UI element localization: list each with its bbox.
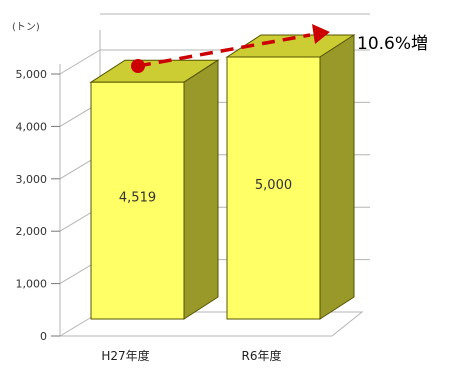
arrow-line [137,33,311,68]
x-category-label: R6年度 [242,348,282,363]
bar-2: 5,000 [225,34,356,320]
y-tick-label: 2,000 [16,225,48,238]
increase-arrow [131,24,330,73]
y-tick-label: 4,000 [16,120,48,133]
bar-value-label: 5,000 [255,178,292,193]
y-axis-unit-label: (トン) [12,22,40,33]
y-tick-label: 0 [40,330,47,343]
y-axis-ticks: 0 1,000 2,000 3,000 4,000 5,000 [16,68,60,343]
bar-front-face [226,56,321,320]
y-tick-label: 3,000 [16,173,48,186]
bar-front-face [90,81,185,320]
arrow-start-dot [131,59,145,73]
bar-side-face [183,59,219,320]
x-axis-categories: H27年度 R6年度 [101,348,281,363]
y-tick-label: 5,000 [16,68,48,81]
bar-1: 4,519 [89,59,220,320]
bar-value-label: 4,519 [119,191,156,206]
x-category-label: H27年度 [101,348,149,363]
arrow-head [312,24,330,44]
bar-side-face [319,34,355,320]
increase-annotation: 10.6%増 [357,34,428,54]
bars: 4,519 5,000 [89,34,356,320]
y-tick-label: 1,000 [16,278,48,291]
